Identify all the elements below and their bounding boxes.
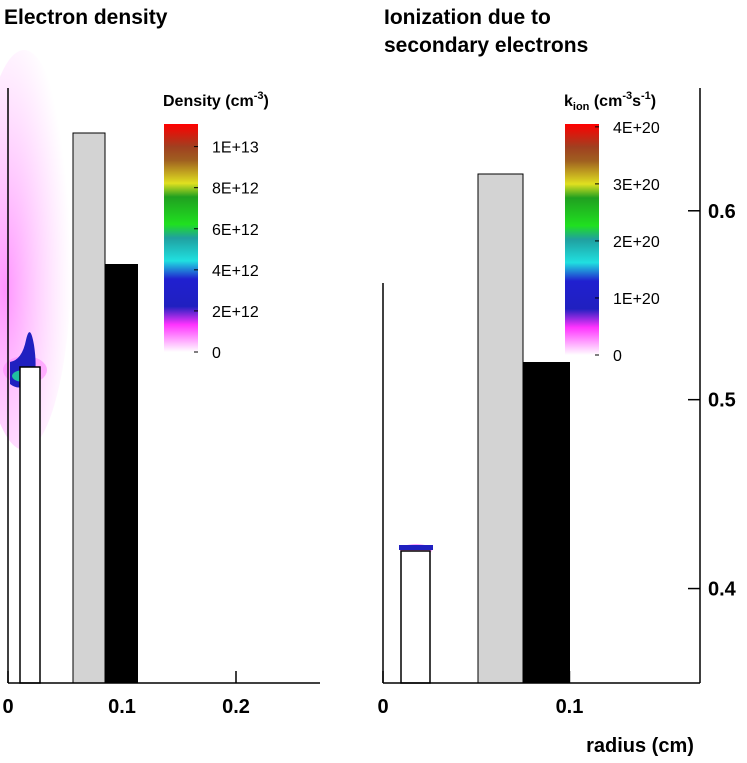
- colorbar-tick-label: 4E+12: [212, 263, 259, 280]
- colorbar-tick-label: 1E+20: [613, 291, 660, 308]
- colorbar-label: Density (cm-3): [163, 90, 269, 110]
- density-haze: [0, 50, 72, 450]
- colorbar-tick-label: 3E+20: [613, 177, 660, 194]
- x-axis-label: radius (cm): [586, 735, 694, 757]
- colorbar-tick-label: 0: [613, 348, 622, 365]
- label-part: (cm: [589, 93, 622, 110]
- label-sub: ion: [573, 101, 590, 113]
- colorbar-tick-label: 2E+12: [212, 304, 259, 321]
- colorbar-tick-label: 2E+20: [613, 234, 660, 251]
- label-sup: -3: [622, 90, 632, 102]
- x-tick-label: 0.2: [222, 696, 250, 718]
- electrode-black: [105, 264, 138, 683]
- chart-title: Electron density: [4, 6, 168, 29]
- y-tick-label: 0.5: [708, 390, 736, 412]
- x-tick-label: 0.1: [108, 696, 136, 718]
- y-tick-label: 0.6: [708, 201, 736, 223]
- chart-title: secondary electrons: [384, 34, 588, 57]
- colorbar-tick-label: 0: [212, 345, 221, 362]
- colorbar-tick-label: 6E+12: [212, 222, 259, 239]
- colorbar-tick-label: 8E+12: [212, 181, 259, 198]
- ionization-blob: [399, 545, 433, 550]
- colorbar-label: kion (cm-3s-1): [564, 90, 656, 113]
- x-tick-label: 0: [2, 696, 13, 718]
- label-part: ): [651, 93, 656, 110]
- chart-title: Ionization due to: [384, 6, 551, 29]
- electrode-black: [523, 362, 570, 683]
- label-part: ): [263, 93, 268, 110]
- colorbar: [164, 124, 198, 352]
- electrode-gray: [477, 173, 524, 684]
- electrode-inner: [400, 550, 431, 684]
- label-part: s: [632, 93, 641, 110]
- y-tick-label: 0.4: [708, 579, 737, 601]
- colorbar-tick-label: 1E+13: [212, 140, 259, 157]
- colorbar-tick-label: 4E+20: [613, 120, 660, 137]
- label-part: Density (cm: [163, 93, 254, 110]
- colorbar: [565, 124, 599, 355]
- label-sup: -3: [254, 90, 264, 102]
- electrode-inner: [19, 366, 41, 684]
- label-part: k: [564, 93, 573, 110]
- electrode-gray: [72, 132, 106, 684]
- label-sup: -1: [641, 90, 651, 102]
- x-tick-label: 0: [377, 696, 388, 718]
- x-tick-label: 0.1: [556, 696, 584, 718]
